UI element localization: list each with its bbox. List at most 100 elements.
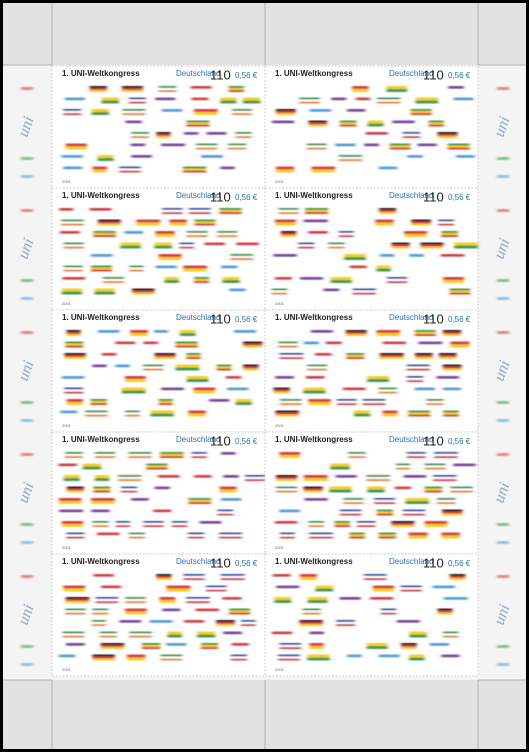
flag-stripe — [278, 343, 298, 346]
flag-stripe — [121, 488, 138, 491]
flag-stripe — [60, 219, 84, 222]
flag-stripe — [336, 401, 357, 403]
flag-stripe — [386, 89, 408, 92]
flag-stripe — [338, 235, 354, 237]
flag-stripe — [125, 611, 147, 615]
flag-stripe — [220, 169, 235, 173]
flag-stripe — [391, 525, 415, 527]
flag-stripe — [99, 635, 117, 638]
flag-stripe — [448, 86, 464, 89]
flag-stripe — [166, 643, 187, 646]
flag-stripe — [424, 465, 446, 468]
flag-stripe — [66, 330, 81, 332]
flag-stripe — [447, 147, 470, 150]
flag-stripe — [240, 622, 256, 624]
flag-stripe — [306, 147, 327, 150]
flag-stripe — [131, 132, 150, 134]
flag-stripe — [66, 643, 85, 646]
flag-stripe — [131, 134, 150, 136]
flag-stripe — [91, 269, 112, 272]
stamp-country: Deutschland — [389, 313, 433, 322]
flag-stripe — [243, 368, 259, 371]
flag-stripe — [222, 597, 242, 600]
flag-stripe — [63, 109, 82, 111]
flag-stripe — [186, 599, 210, 601]
flag-stripe — [65, 345, 84, 348]
flag-stripe — [188, 410, 206, 414]
flag-stripe — [101, 100, 119, 104]
flag-stripe — [273, 387, 290, 390]
stamp-value-euro: 0,56 € — [235, 71, 258, 80]
flag-field — [272, 86, 475, 173]
flag-stripe — [131, 158, 152, 161]
flag-stripe — [217, 233, 238, 235]
flag-stripe — [188, 502, 212, 504]
flag-stripe — [167, 634, 182, 638]
flag-stripe — [64, 391, 84, 394]
margin-color-mark — [21, 419, 33, 422]
flag-stripe — [221, 452, 236, 455]
flag-stripe — [343, 387, 366, 391]
flag-stripe — [442, 633, 459, 636]
flag-stripe — [378, 169, 398, 173]
flag-stripe — [233, 333, 257, 336]
flag-stripe — [59, 509, 83, 513]
flag-stripe — [59, 208, 74, 211]
flag-stripe — [357, 523, 376, 525]
flag-stripe — [240, 620, 256, 622]
flag-stripe — [409, 631, 427, 635]
flag-stripe — [402, 511, 426, 514]
flag-stripe — [186, 353, 201, 355]
flag-stripe — [158, 86, 177, 88]
flag-stripe — [414, 330, 436, 332]
flag-stripe — [183, 265, 208, 269]
flag-stripe — [141, 647, 161, 649]
flag-stripe — [243, 343, 263, 346]
stamp-value-euro: 0,56 € — [448, 315, 471, 324]
margin-perforation-lines — [3, 3, 526, 749]
flag-stripe — [386, 86, 408, 89]
flag-stripe — [92, 654, 115, 657]
flag-stripe — [410, 109, 432, 111]
flag-stripe — [159, 597, 176, 600]
flag-stripe — [201, 155, 223, 158]
flag-stripe — [440, 257, 465, 260]
flag-stripe — [186, 231, 208, 233]
flag-stripe — [418, 344, 443, 348]
flag-stripe — [304, 501, 328, 504]
flag-stripe — [299, 577, 317, 580]
flag-stripe — [129, 635, 152, 638]
stamp-year: 2001 — [275, 301, 285, 306]
flag-stripe — [433, 475, 457, 477]
flag-stripe — [438, 355, 457, 357]
flag-stripe — [437, 612, 453, 615]
flag-stripe — [223, 475, 239, 478]
flag-stripe — [63, 478, 80, 481]
margin-color-mark — [497, 157, 509, 160]
flag-stripe — [406, 378, 424, 380]
flag-stripe — [115, 523, 131, 525]
flag-stripe — [231, 111, 252, 113]
flag-stripe — [128, 536, 145, 539]
flag-stripe — [65, 143, 87, 147]
flag-stripe — [184, 132, 199, 135]
flag-stripe — [414, 387, 435, 391]
flag-stripe — [304, 344, 319, 348]
flag-stripe — [437, 132, 458, 134]
flag-stripe — [158, 403, 173, 405]
flag-stripe — [276, 169, 294, 173]
flag-stripe — [338, 157, 363, 159]
flag-field — [60, 330, 263, 417]
flag-stripe — [150, 413, 174, 417]
flag-stripe — [62, 280, 86, 283]
flag-stripe — [162, 210, 183, 212]
flag-stripe — [220, 576, 245, 578]
margin-script: uni — [15, 358, 38, 383]
flag-stripe — [429, 643, 449, 646]
flag-stripe — [125, 379, 146, 382]
flag-stripe — [85, 412, 108, 415]
flag-stripe — [100, 647, 125, 649]
flag-stripe — [230, 256, 253, 258]
flag-stripe — [93, 233, 116, 235]
